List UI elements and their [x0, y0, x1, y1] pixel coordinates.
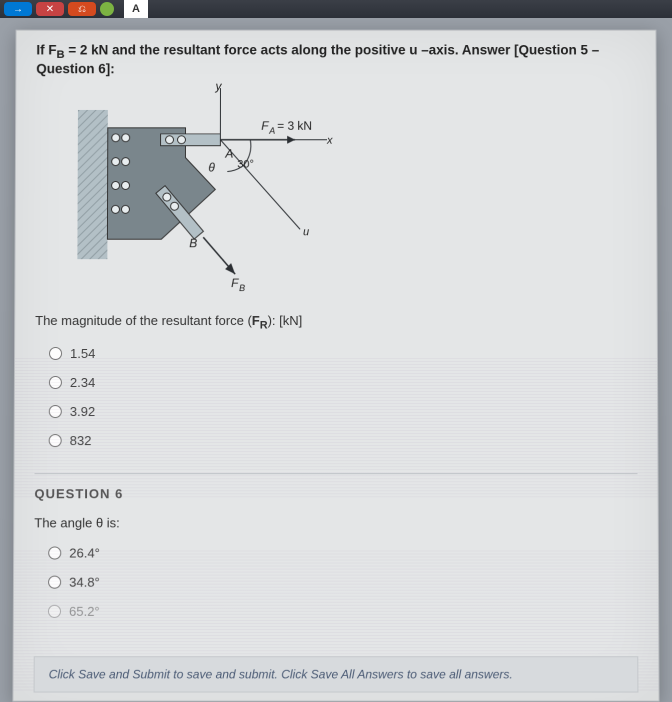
q5-option[interactable]: 832 — [49, 426, 638, 455]
q5-fr: F — [252, 313, 260, 328]
q5-option[interactable]: 2.34 — [49, 368, 637, 397]
nav-forward-icon[interactable]: → — [4, 2, 32, 16]
q6-option[interactable]: 26.4° — [48, 539, 638, 568]
q6-title: QUESTION 6 — [34, 486, 637, 501]
option-label: 65.2° — [69, 604, 100, 619]
radio-icon[interactable] — [48, 605, 61, 618]
radio-icon[interactable] — [49, 405, 62, 418]
option-label: 2.34 — [70, 375, 95, 390]
q6-option[interactable]: 65.2° — [48, 597, 638, 626]
q5-post: ): [kN] — [268, 313, 303, 328]
q6-text: The angle θ is: — [34, 516, 637, 531]
q5-option[interactable]: 1.54 — [49, 339, 637, 368]
force-diagram: y F A = 3 kN x A u 30° — [65, 80, 345, 299]
q6-pre: The angle — [34, 516, 96, 531]
svg-text:x: x — [326, 134, 333, 146]
radio-icon[interactable] — [49, 434, 62, 447]
svg-text:B: B — [239, 283, 245, 293]
radio-icon[interactable] — [48, 576, 61, 589]
q6-options: 26.4° 34.8° 65.2° — [48, 539, 638, 627]
svg-text:F: F — [231, 276, 239, 290]
radio-icon[interactable] — [48, 547, 61, 560]
browser-tab-bar: → ✕ ⎌ A — [0, 0, 672, 18]
prompt-text: If F — [36, 43, 56, 58]
svg-text:30°: 30° — [237, 158, 254, 170]
q6-post: is: — [103, 516, 120, 531]
svg-text:θ: θ — [208, 160, 215, 174]
letter-a-icon: A — [124, 0, 148, 18]
status-dot-icon — [100, 2, 114, 16]
question-prompt: If FB = 2 kN and the resultant force act… — [36, 43, 635, 76]
svg-text:F: F — [261, 119, 269, 133]
quiz-page: If F B = 2 kN and the resultant force act… — [12, 30, 659, 702]
radio-icon[interactable] — [49, 376, 62, 389]
option-label: 3.92 — [70, 404, 95, 419]
prompt-text: = 2 kN and the resultant force acts alon… — [65, 43, 462, 58]
save-instructions: Click Save and Submit to save and submit… — [34, 656, 639, 692]
option-label: 26.4° — [69, 546, 100, 561]
q6-option[interactable]: 34.8° — [48, 568, 638, 597]
q5-option[interactable]: 3.92 — [49, 397, 638, 426]
option-label: 34.8° — [69, 575, 100, 590]
q5-fr-sub: R — [260, 319, 268, 331]
ribbon-icon[interactable]: ⎌ — [68, 2, 96, 16]
q6-theta: θ — [96, 516, 103, 531]
close-tab-icon[interactable]: ✕ — [36, 2, 64, 16]
option-label: 1.54 — [70, 346, 95, 361]
svg-text:B: B — [189, 236, 197, 250]
section-divider — [35, 473, 638, 474]
svg-text:A: A — [268, 126, 275, 136]
q5-text: The magnitude of the resultant force (FR… — [35, 313, 637, 332]
q5-pre: The magnitude of the resultant force ( — [35, 313, 252, 328]
q5-options: 1.54 2.34 3.92 832 — [49, 339, 638, 455]
svg-text:= 3 kN: = 3 kN — [277, 119, 312, 133]
svg-text:u: u — [303, 226, 309, 238]
svg-text:y: y — [214, 80, 222, 93]
radio-icon[interactable] — [49, 347, 62, 360]
option-label: 832 — [70, 433, 92, 448]
